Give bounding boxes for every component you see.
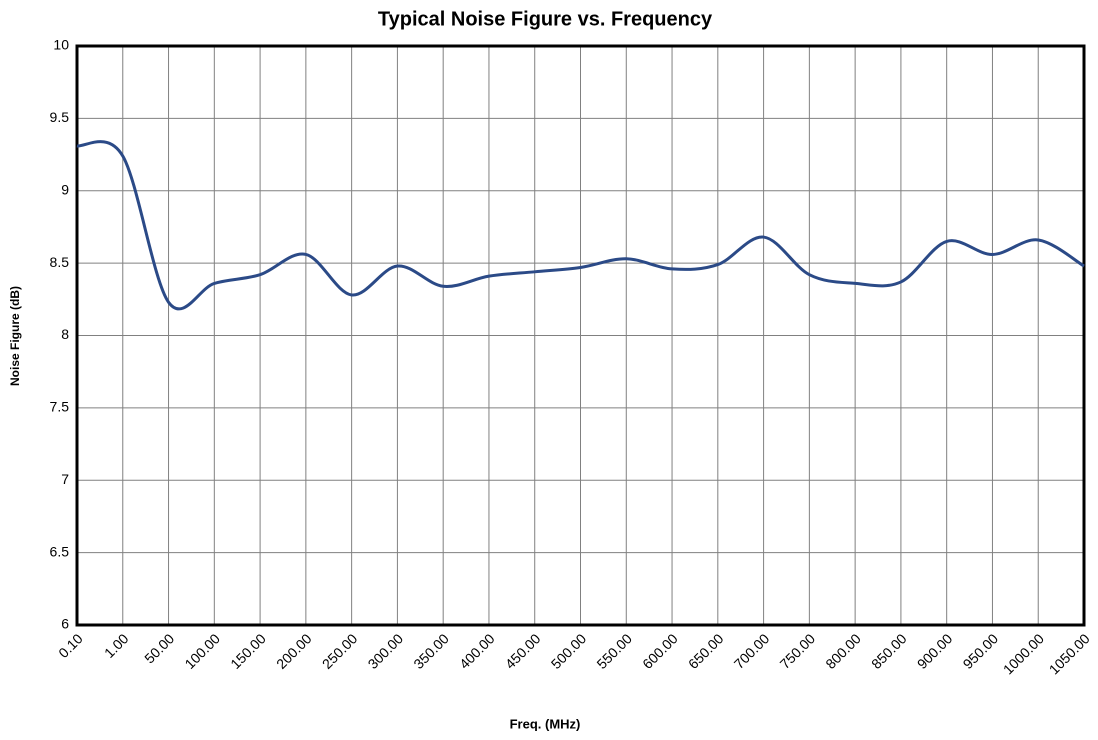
x-tick-label: 650.00 bbox=[685, 630, 727, 672]
y-tick-label: 6 bbox=[61, 616, 69, 632]
y-axis-title: Noise Figure (dB) bbox=[8, 286, 22, 386]
x-tick-label: 350.00 bbox=[410, 630, 452, 672]
x-tick-label: 950.00 bbox=[960, 630, 1002, 672]
x-tick-label: 1.00 bbox=[101, 630, 132, 661]
x-axis-title: Freq. (MHz) bbox=[510, 716, 581, 731]
y-tick-label: 7 bbox=[61, 471, 69, 487]
plot-border bbox=[75, 44, 1086, 627]
x-tick-label: 500.00 bbox=[548, 630, 590, 672]
y-tick-label: 10 bbox=[53, 37, 69, 53]
y-tick-label: 6.5 bbox=[50, 543, 70, 559]
series-line bbox=[76, 140, 1085, 311]
x-tick-label: 700.00 bbox=[731, 630, 773, 672]
x-tick-label: 150.00 bbox=[227, 630, 269, 672]
x-tick-label: 1050.00 bbox=[1046, 630, 1093, 677]
x-tick-label: 0.10 bbox=[55, 630, 86, 661]
x-tick-label: 300.00 bbox=[365, 630, 407, 672]
x-tick-label: 750.00 bbox=[777, 630, 819, 672]
x-tick-label: 600.00 bbox=[639, 630, 681, 672]
x-tick-label: 100.00 bbox=[181, 630, 223, 672]
x-tick-label: 250.00 bbox=[319, 630, 361, 672]
x-tick-label: 550.00 bbox=[593, 630, 635, 672]
y-tick-label: 8 bbox=[61, 326, 69, 342]
y-tick-label: 7.5 bbox=[50, 399, 70, 415]
x-tick-label: 800.00 bbox=[822, 630, 864, 672]
y-tick-label: 8.5 bbox=[50, 254, 70, 270]
y-tick-label: 9.5 bbox=[50, 109, 70, 125]
x-tick-label: 850.00 bbox=[868, 630, 910, 672]
chart-title: Typical Noise Figure vs. Frequency bbox=[378, 8, 713, 30]
x-tick-label: 900.00 bbox=[914, 630, 956, 672]
x-tick-label: 400.00 bbox=[456, 630, 498, 672]
y-tick-label: 9 bbox=[61, 181, 69, 197]
x-tick-label: 200.00 bbox=[273, 630, 315, 672]
x-tick-label: 450.00 bbox=[502, 630, 544, 672]
x-tick-label: 50.00 bbox=[141, 630, 177, 666]
x-tick-label: 1000.00 bbox=[1000, 630, 1047, 677]
